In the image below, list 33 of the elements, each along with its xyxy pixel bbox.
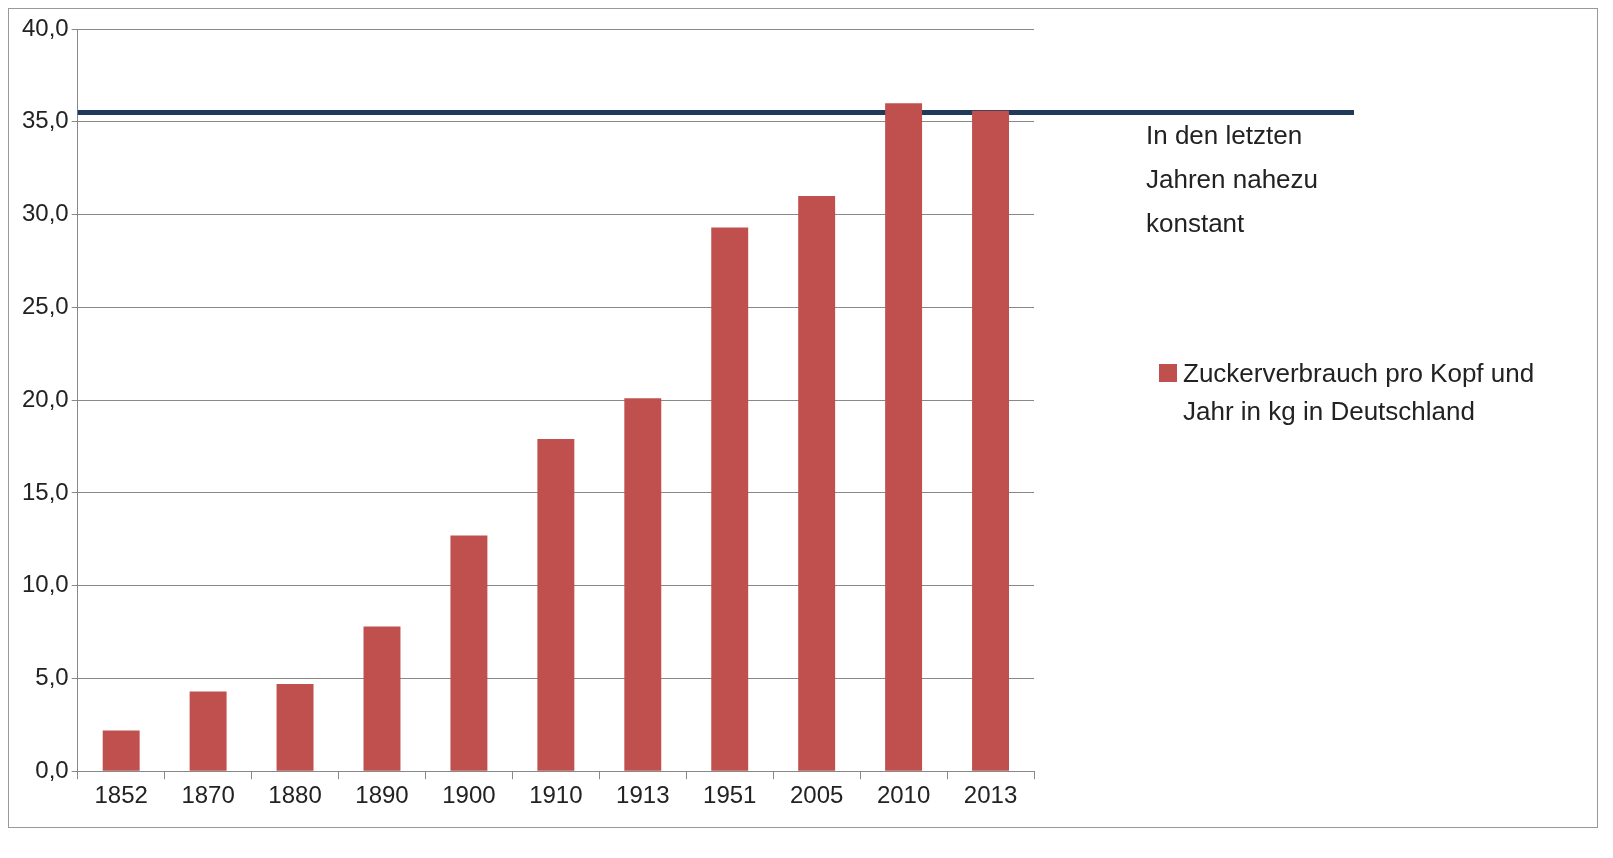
x-tick-label: 1852 [94,781,148,809]
x-tick-label: 2005 [789,781,844,809]
y-tick-label: 25,0 [21,291,69,319]
y-tick-label: 5,0 [35,663,69,691]
bar [885,103,923,771]
bar [972,110,1010,771]
x-tick-label: 1913 [616,781,670,809]
text: In den letzten Jahren nahezu konstant [1146,120,1319,239]
bar [537,439,575,771]
x-tick-label: 2010 [876,781,931,809]
x-tick-label: 1870 [181,781,235,809]
x-tick-label: 1951 [703,781,757,809]
y-tick-label: 10,0 [21,570,69,598]
x-tick-label: 1880 [268,781,322,809]
y-tick-label: 35,0 [21,106,69,134]
bar [276,683,314,771]
bar [711,227,749,771]
bar [624,398,662,771]
legend-label: Zuckerverbrauch pro Kopf und Jahr in kg in Deutschland [1183,357,1536,428]
y-tick-label: 40,0 [21,13,69,41]
x-tick-label: 1890 [355,781,409,809]
bar [798,196,836,771]
y-tick-label: 30,0 [21,199,69,227]
y-tick-label: 15,0 [21,477,69,505]
bar [102,730,140,771]
y-tick-label: 20,0 [21,384,69,412]
x-tick-label: 1900 [442,781,496,809]
x-tick-label: 2013 [963,781,1018,809]
bar [450,535,488,771]
y-tick-label: 0,0 [35,755,69,783]
bar [363,626,401,771]
bar [189,691,227,771]
x-tick-label: 1910 [529,781,583,809]
